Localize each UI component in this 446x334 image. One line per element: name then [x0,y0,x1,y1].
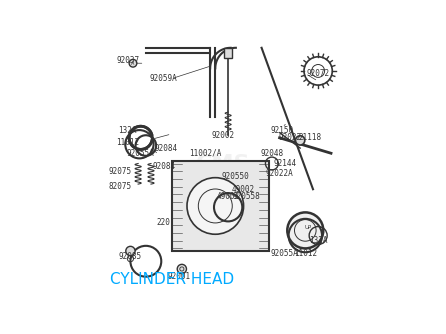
Text: 92048: 92048 [260,149,283,158]
Text: 92022A: 92022A [266,169,293,178]
Circle shape [129,59,137,67]
Text: 92085: 92085 [119,252,142,261]
Circle shape [187,178,244,234]
Text: 92075: 92075 [108,167,132,176]
Circle shape [126,246,135,256]
Text: 92022: 92022 [278,133,301,142]
Text: 92001: 92001 [168,272,191,281]
Text: 11012: 11012 [294,249,317,258]
Text: 920558: 920558 [232,192,260,201]
Text: 920550: 920550 [222,172,250,181]
Text: 92037: 92037 [116,56,140,65]
Text: 92144: 92144 [273,159,296,168]
Text: 21118: 21118 [299,133,322,142]
Text: 11002/A: 11002/A [189,149,221,158]
Text: 11012: 11012 [116,139,140,147]
Text: 92084: 92084 [152,162,175,171]
Text: 92072: 92072 [306,69,330,78]
Text: 82075: 82075 [108,182,132,191]
Circle shape [177,264,186,274]
Text: 92150: 92150 [271,126,294,135]
Text: 92055A: 92055A [127,149,155,158]
Text: UP: UP [304,225,311,230]
Text: CYLINDER HEAD: CYLINDER HEAD [110,272,234,287]
Text: 92002: 92002 [211,131,235,140]
Bar [224,48,232,58]
Text: 92055A: 92055A [271,249,299,258]
Text: 92084: 92084 [155,144,178,153]
Text: 220: 220 [157,218,171,227]
Bar [172,161,269,251]
Text: 132A: 132A [309,236,327,245]
Circle shape [296,136,305,145]
Text: A: A [131,61,134,66]
Text: 49002: 49002 [217,192,240,201]
Text: 132A: 132A [119,126,137,135]
Circle shape [287,212,323,248]
Text: 92059A: 92059A [150,74,178,83]
Text: 49002: 49002 [232,185,255,194]
Text: CMS: CMS [196,154,250,174]
